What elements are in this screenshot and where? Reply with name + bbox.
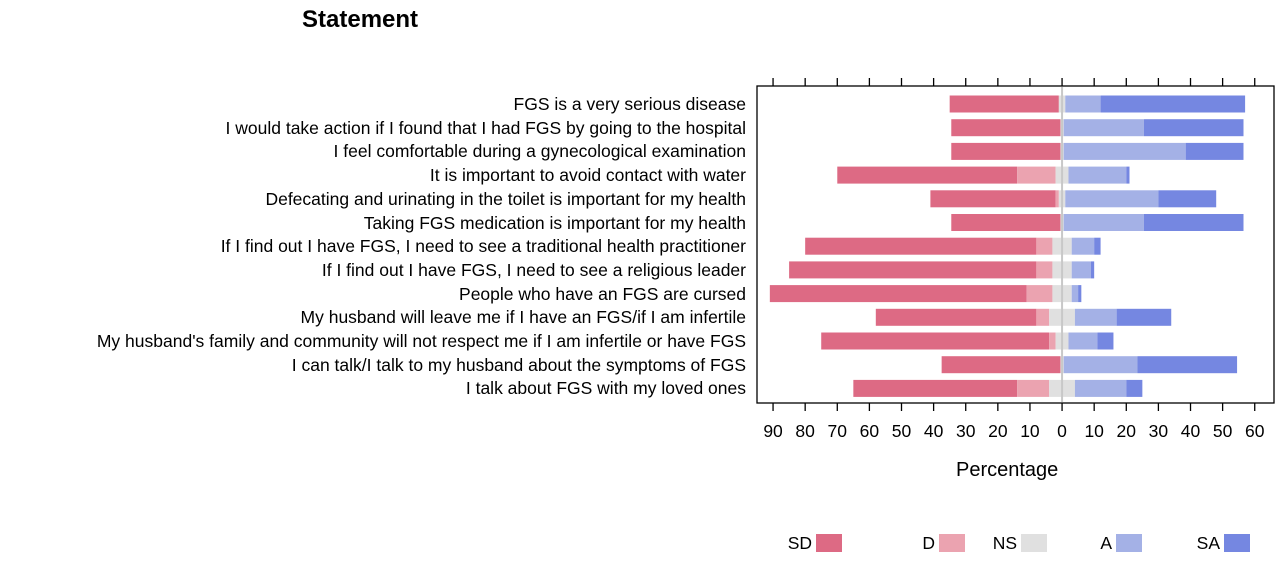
statement-label: People who have an FGS are cursed	[459, 283, 746, 304]
ticks-layer	[772, 78, 1256, 411]
bar-d-row-4	[1055, 190, 1059, 208]
bar-sd-row-12	[853, 379, 1018, 397]
bar-a-row-8	[1071, 285, 1079, 303]
bar-sa-row-4	[1158, 190, 1217, 208]
legend-label: D	[922, 533, 935, 553]
legend-swatch	[1021, 534, 1047, 552]
bar-a-row-10	[1068, 332, 1098, 350]
bar-a-row-5	[1063, 214, 1144, 231]
plot-frame	[756, 85, 1275, 404]
bar-d-row-3	[1017, 166, 1056, 184]
x-tick-label: 30	[1148, 421, 1169, 441]
legend-label: A	[1100, 533, 1112, 553]
legend-item-a: A	[982, 532, 1142, 554]
bar-sa-row-7	[1090, 261, 1095, 279]
legend-item-ns: NS	[887, 532, 1047, 554]
bar-a-row-3	[1068, 166, 1127, 184]
statement-label: I feel comfortable during a gynecologica…	[333, 141, 746, 162]
bar-sa-row-12	[1126, 379, 1143, 397]
bar-sd-row-2	[951, 142, 1061, 160]
bar-sd-row-7	[789, 261, 1037, 279]
bar-d-row-8	[1026, 285, 1053, 303]
bar-sa-row-6	[1094, 237, 1101, 255]
bar-sd-row-11	[941, 356, 1061, 374]
bar-sa-row-1	[1143, 119, 1244, 137]
bar-sd-row-10	[821, 332, 1050, 350]
statement-label: Taking FGS medication is important for m…	[363, 212, 746, 233]
x-tick-label: 50	[891, 421, 912, 441]
x-tick-label: 40	[1180, 421, 1201, 441]
legend-item-sd: SD	[682, 532, 842, 554]
bar-a-row-12	[1074, 379, 1127, 397]
statement-label: I can talk/I talk to my husband about th…	[291, 354, 746, 375]
x-tick-label: 40	[923, 421, 944, 441]
bar-sa-row-9	[1116, 308, 1172, 326]
statement-label: Defecating and urinating in the toilet i…	[265, 188, 746, 209]
statement-label: I talk about FGS with my loved ones	[465, 378, 746, 399]
legend-item-d: D	[805, 532, 965, 554]
x-tick-label: 80	[795, 421, 815, 441]
bar-sa-row-11	[1137, 356, 1238, 374]
panel-title: Statement	[302, 6, 419, 33]
statement-label: FGS is a very serious disease	[513, 94, 746, 114]
bar-sd-row-4	[930, 190, 1056, 208]
x-tick-label: 50	[1212, 421, 1233, 441]
legend-swatch	[816, 534, 842, 552]
bar-d-row-6	[1036, 237, 1053, 255]
legend-label: NS	[992, 533, 1017, 553]
bar-a-row-4	[1065, 190, 1159, 208]
bar-a-row-1	[1063, 119, 1144, 137]
x-axis-title: Percentage	[956, 459, 1059, 481]
bar-sd-row-5	[951, 214, 1061, 231]
bar-sd-row-1	[951, 119, 1061, 137]
bar-sd-row-9	[875, 308, 1037, 326]
bar-sa-row-5	[1143, 214, 1244, 231]
bar-a-row-2	[1063, 142, 1186, 160]
bar-sa-row-8	[1078, 285, 1082, 303]
legend-swatch	[939, 534, 965, 552]
legend-label: SD	[787, 533, 812, 553]
x-tick-label: 20	[988, 421, 1008, 441]
bar-sa-row-2	[1185, 142, 1244, 160]
bar-a-row-0	[1065, 95, 1101, 113]
x-tick-label: 10	[1084, 421, 1104, 441]
x-tick-label: 0	[1057, 421, 1067, 441]
bar-d-row-12	[1017, 379, 1050, 397]
bar-a-row-9	[1074, 308, 1117, 326]
statement-label: I would take action if I found that I ha…	[225, 117, 746, 138]
legend-swatch	[1224, 534, 1250, 552]
x-tick-label: 90	[763, 421, 783, 441]
x-tick-label: 30	[955, 421, 976, 441]
x-tick-label: 70	[827, 421, 847, 441]
bar-sa-row-3	[1126, 166, 1130, 184]
bar-sd-row-6	[805, 237, 1037, 255]
bar-d-row-9	[1036, 308, 1050, 326]
legend-swatch	[1116, 534, 1142, 552]
x-tick-label: 60	[859, 421, 880, 441]
statement-label: My husband's family and community will n…	[96, 331, 746, 351]
bar-sa-row-0	[1100, 95, 1246, 113]
bar-a-row-7	[1071, 261, 1091, 279]
statement-label: If I find out I have FGS, I need to see …	[321, 259, 746, 280]
bar-sa-row-10	[1097, 332, 1114, 350]
bar-a-row-11	[1063, 356, 1138, 374]
x-tick-label: 20	[1116, 421, 1137, 441]
bar-sd-row-8	[769, 285, 1027, 303]
bars-layer	[769, 95, 1246, 397]
bar-sd-row-0	[949, 95, 1059, 113]
legend-label: SA	[1196, 533, 1220, 553]
bar-sd-row-3	[837, 166, 1018, 184]
x-tick-label: 10	[1020, 421, 1040, 441]
statement-label: If I find out I have FGS, I need to see …	[220, 236, 746, 257]
legend-item-sa: SA	[1090, 532, 1250, 554]
statement-label: My husband will leave me if I have an FG…	[300, 307, 746, 328]
bar-a-row-6	[1071, 237, 1095, 255]
bar-d-row-7	[1036, 261, 1053, 279]
bar-d-row-10	[1049, 332, 1056, 350]
statement-label: It is important to avoid contact with wa…	[429, 165, 746, 186]
x-tick-label: 60	[1244, 421, 1265, 441]
